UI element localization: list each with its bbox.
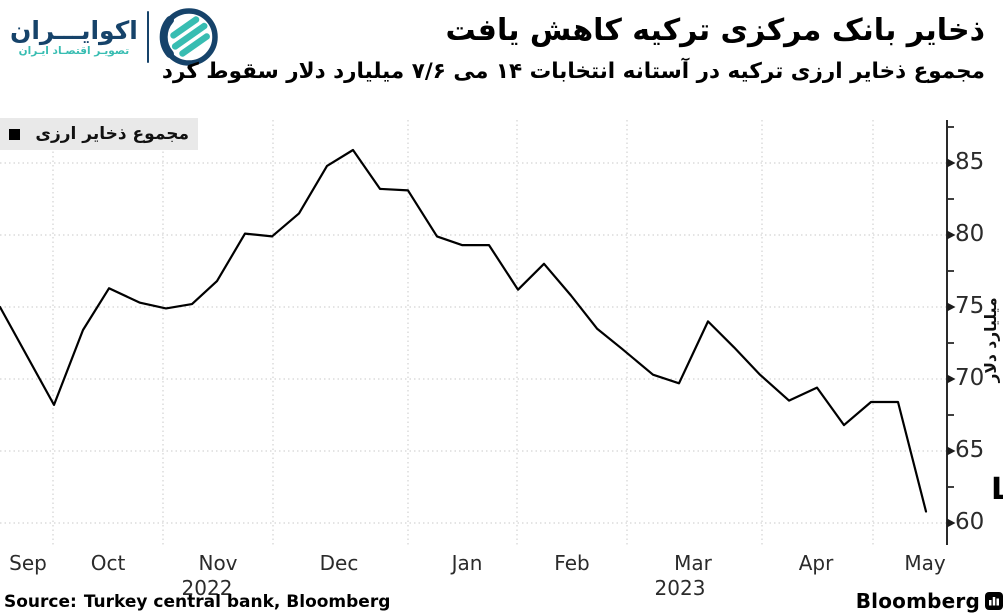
- bloomberg-chart-icon: [985, 592, 1003, 610]
- logo-separator: [146, 11, 150, 63]
- source-text: Turkey central bank, Bloomberg: [83, 592, 391, 612]
- ecoiran-logo-tagline: تصویـر اقتصـاد ایـران: [18, 45, 130, 58]
- x-axis-month-label: Jan: [451, 551, 483, 575]
- bloomberg-wordmark: Bloomberg: [855, 589, 980, 613]
- bloomberg-brand: Bloomberg: [856, 589, 1003, 613]
- y-axis-tick-label: 60: [955, 509, 985, 535]
- legend-label: مجموع ذخایر ارزی: [35, 124, 189, 144]
- y-axis-tick-label: 70: [955, 365, 985, 391]
- x-axis-year-label: 2022: [181, 576, 233, 600]
- ecoiran-logo: اکوایـــران تصویـر اقتصـاد ایـران: [10, 6, 220, 68]
- y-axis-tick-label: 75: [955, 293, 985, 319]
- y-axis-tick-label: 80: [955, 221, 985, 247]
- chart-subtitle: مجموع ذخایر ارزی ترکیه در آستانه انتخابا…: [161, 58, 985, 84]
- x-axis-month-label: Dec: [319, 551, 359, 575]
- chart-title: ذخایر بانک مرکزی ترکیه کاهش یافت: [445, 13, 985, 48]
- source-line: Source: Turkey central bank, Bloomberg: [4, 592, 390, 612]
- ecoiran-logo-icon: [160, 8, 219, 66]
- clipped-letter: L: [991, 472, 1003, 507]
- y-axis-tick-label: 85: [955, 149, 985, 175]
- x-axis-month-label: Nov: [198, 551, 238, 575]
- x-axis-month-label: Feb: [554, 551, 590, 575]
- ecoiran-logo-text: اکوایـــران تصویـر اقتصـاد ایـران: [10, 17, 138, 58]
- chart-titles: ذخایر بانک مرکزی ترکیه کاهش یافت مجموع ذ…: [162, 12, 985, 84]
- legend-marker-square: [9, 128, 20, 140]
- x-axis-year-label: 2023: [654, 576, 706, 600]
- reserves-line: [0, 148, 928, 513]
- y-axis-tick-label: 65: [955, 437, 985, 463]
- source-label: Source:: [4, 592, 77, 612]
- x-axis-month-label: Mar: [674, 551, 712, 575]
- legend: مجموع ذخایر ارزی: [0, 118, 198, 150]
- x-axis-month-label: Oct: [90, 551, 126, 575]
- x-axis-month-label: Apr: [798, 551, 834, 575]
- ecoiran-logo-name: اکوایـــران: [10, 15, 138, 45]
- x-axis-month-label: Sep: [9, 551, 47, 575]
- x-axis-month-label: May: [904, 551, 946, 575]
- y-axis-title: میلیارد دلار: [982, 297, 1000, 383]
